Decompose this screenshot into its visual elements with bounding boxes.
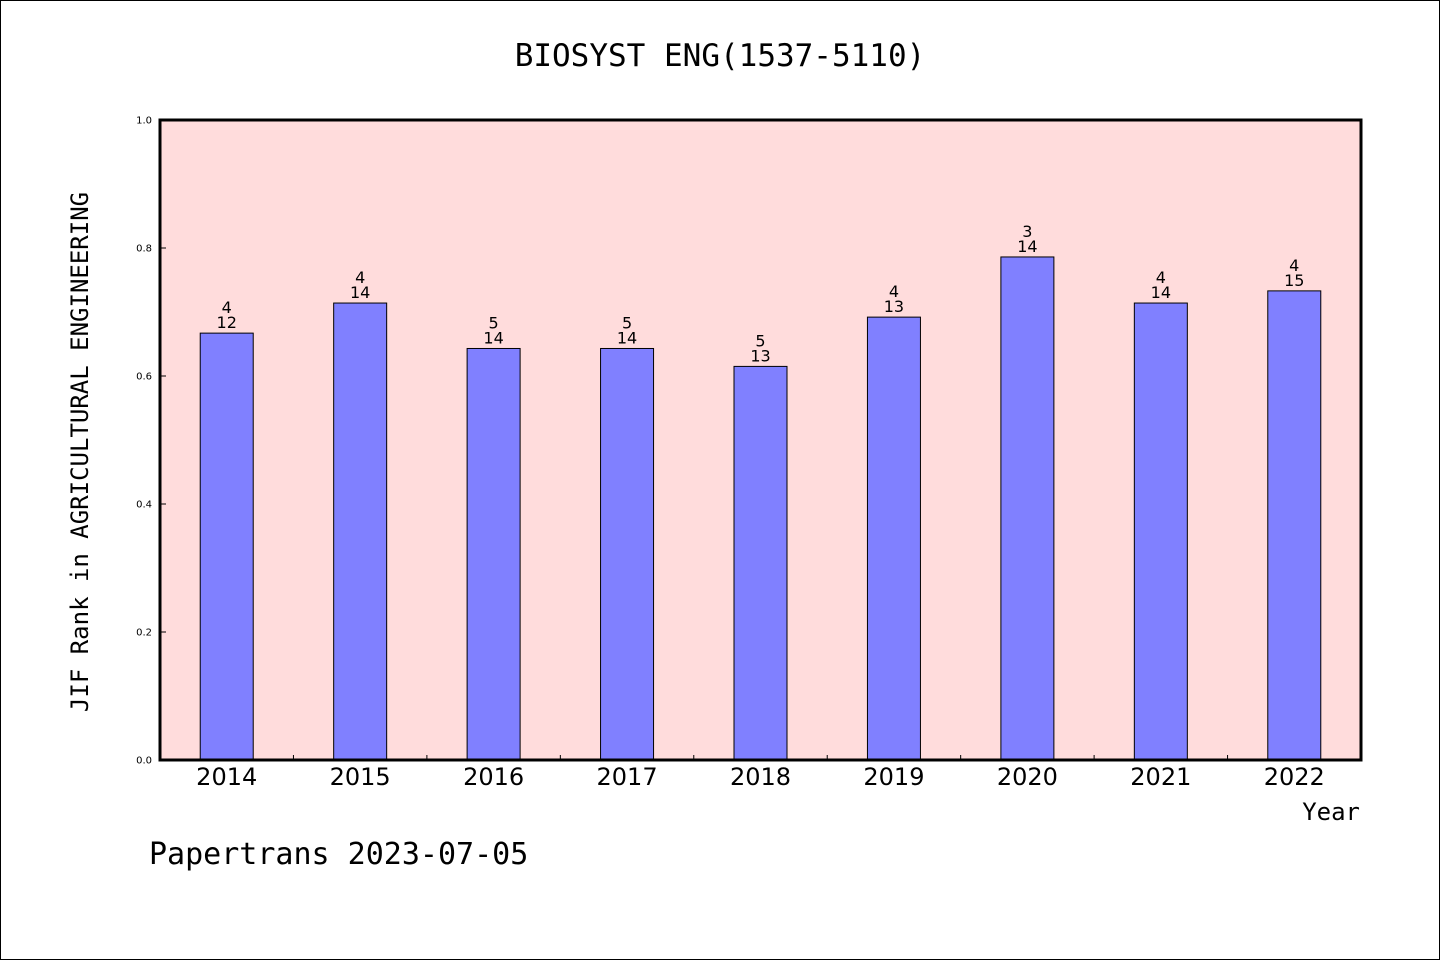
x-tick-label: 2022 xyxy=(1264,763,1325,791)
bar-2020 xyxy=(1000,256,1055,761)
y-tick-label: 0.6 xyxy=(136,372,152,383)
y-tick-label: 0.4 xyxy=(136,500,152,511)
chart-title: BIOSYST ENG(1537-5110) xyxy=(515,38,926,74)
plot-border xyxy=(158,118,1363,762)
x-tick-label: 2017 xyxy=(597,763,658,791)
bar-rank-label: 5 xyxy=(622,313,632,332)
y-tick-label: 1.0 xyxy=(136,116,152,127)
y-tick-label: 0.0 xyxy=(136,756,152,767)
footer-credit: Papertrans 2023-07-05 xyxy=(149,837,528,872)
x-tick-label: 2019 xyxy=(863,763,924,791)
bar-total-label: 13 xyxy=(884,297,904,316)
bar-rank-label: 4 xyxy=(222,298,232,317)
bar-2018 xyxy=(733,365,788,761)
bar-total-label: 14 xyxy=(617,328,637,347)
y-tick-label: 0.8 xyxy=(136,244,152,255)
bar-total-label: 12 xyxy=(217,313,237,332)
y-axis-label: JIF Rank in AGRICULTURAL ENGINEERING xyxy=(66,192,94,712)
bar-2014 xyxy=(199,332,254,761)
x-tick-label: 2016 xyxy=(463,763,524,791)
bar-rank-label: 4 xyxy=(889,282,899,301)
bar-rank-label: 4 xyxy=(1156,268,1166,287)
bar-2022 xyxy=(1267,290,1322,761)
x-tick-label: 2021 xyxy=(1130,763,1191,791)
bar-rank-label: 4 xyxy=(355,268,365,287)
bar-2016 xyxy=(466,347,521,761)
x-tick-label: 2014 xyxy=(196,763,257,791)
bar-2021 xyxy=(1133,302,1188,761)
bar-2019 xyxy=(866,316,921,761)
bar-total-label: 14 xyxy=(483,328,503,347)
y-tick-label: 0.2 xyxy=(136,628,152,639)
x-tick-label: 2015 xyxy=(330,763,391,791)
bar-rank-label: 5 xyxy=(755,331,765,350)
bar-2017 xyxy=(600,347,655,761)
x-tick-label: 2020 xyxy=(997,763,1058,791)
bar-2015 xyxy=(333,302,388,761)
bar-total-label: 14 xyxy=(350,283,370,302)
bar-total-label: 14 xyxy=(1017,237,1037,256)
bar-rank-label: 4 xyxy=(1289,256,1299,275)
bar-total-label: 13 xyxy=(750,346,770,365)
bar-total-label: 14 xyxy=(1151,283,1171,302)
bar-rank-label: 5 xyxy=(489,313,499,332)
x-axis-ticks: 2014 2015 2016 2017 2018 2019 2020 2021 2022 xyxy=(196,755,1325,791)
bar-total-label: 15 xyxy=(1284,271,1304,290)
x-tick-label: 2018 xyxy=(730,763,791,791)
bar-rank-label: 3 xyxy=(1022,222,1032,241)
x-axis-label: Year xyxy=(1302,798,1360,826)
